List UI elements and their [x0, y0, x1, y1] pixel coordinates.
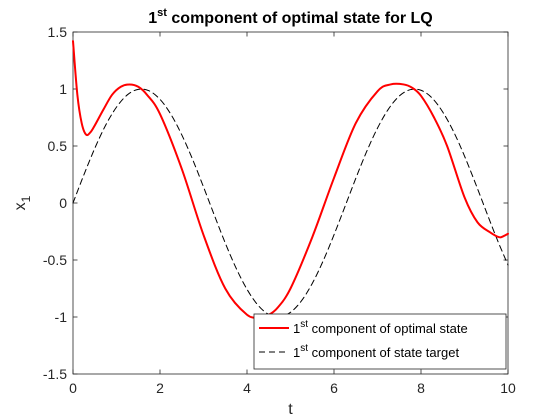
legend-label-state-target-main: 1: [293, 345, 300, 360]
ticks: 0 2 4 6 8 10 -1.5 -1 -0.5 0 0.5 1 1.5: [43, 24, 516, 396]
legend-label-state-target: 1st component of state target: [293, 343, 459, 360]
chart-title-superscript: st: [157, 7, 167, 19]
y-tick-label: -1.5: [43, 366, 67, 382]
x-tick-label: 0: [69, 380, 77, 396]
legend: 1st component of optimal state 1st compo…: [253, 313, 507, 370]
legend-label-optimal-state-main: 1: [293, 321, 300, 336]
chart-title: 1st component of optimal state for LQ: [148, 7, 432, 27]
y-tick-label: 0: [59, 195, 67, 211]
x-tick-label: 2: [156, 380, 164, 396]
x-tick-label: 10: [500, 380, 516, 396]
y-axis-label-subscript: 1: [19, 195, 33, 202]
y-tick-label: 0.5: [48, 138, 68, 154]
legend-label-state-target-superscript: st: [300, 343, 308, 354]
x-tick-label: 4: [243, 380, 251, 396]
y-tick-label: 1: [59, 81, 67, 97]
chart-title-main: 1: [148, 10, 157, 27]
y-axis-label-main: x: [12, 202, 29, 210]
y-tick-label: -1: [55, 309, 68, 325]
chart-title-rest: component of optimal state for LQ: [167, 10, 433, 27]
y-tick-label: 1.5: [48, 24, 68, 40]
x-tick-label: 6: [330, 380, 338, 396]
x-tick-label: 8: [417, 380, 425, 396]
legend-box: [253, 313, 507, 370]
y-axis-label: x1: [12, 195, 33, 210]
legend-label-optimal-state-rest: component of optimal state: [308, 321, 468, 336]
legend-label-optimal-state: 1st component of optimal state: [293, 319, 468, 336]
x-axis-label: t: [288, 401, 293, 418]
legend-label-optimal-state-superscript: st: [300, 319, 308, 330]
series-line-state-target: [72, 88, 509, 318]
legend-label-state-target-rest: component of state target: [308, 345, 459, 360]
y-tick-label: -0.5: [43, 252, 67, 268]
